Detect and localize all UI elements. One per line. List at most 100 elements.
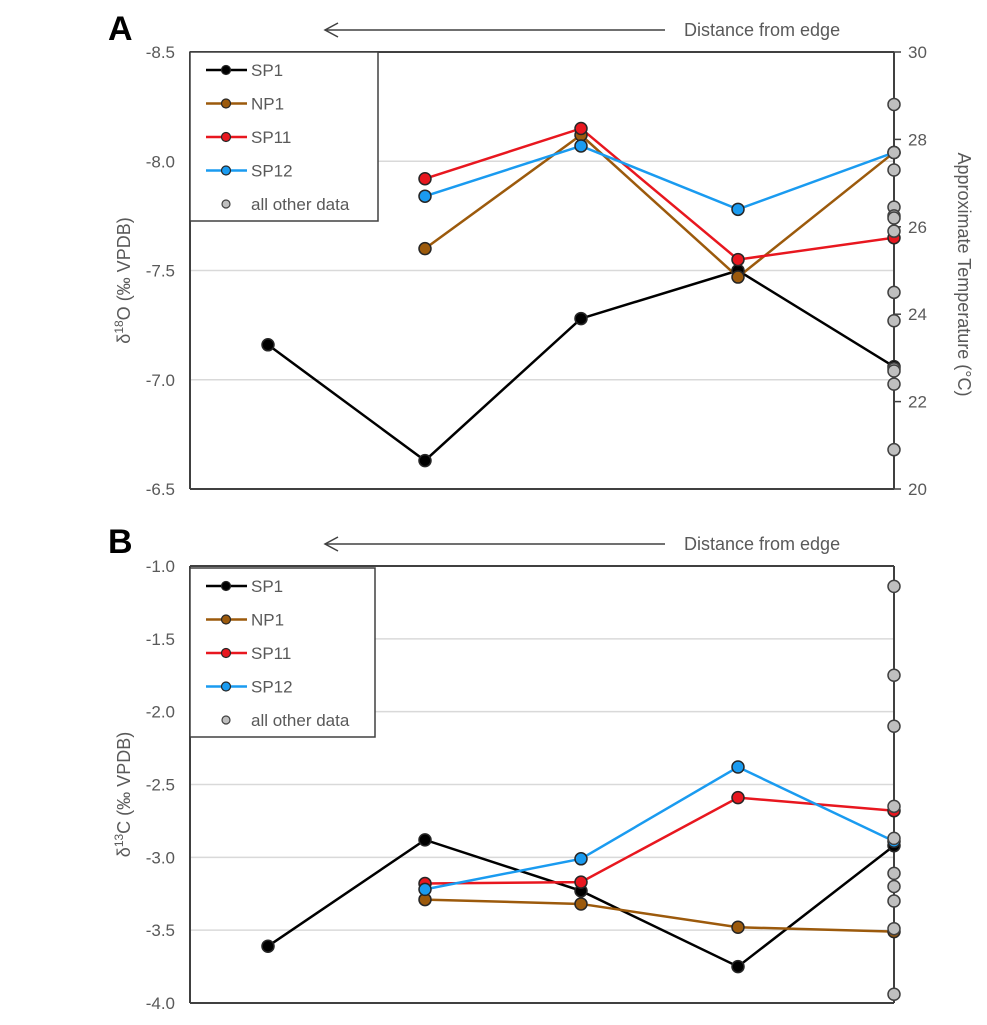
y-axis-title-suffix: C (‰ VPDB)	[114, 732, 134, 834]
y-tick-label: -1.5	[146, 630, 175, 649]
legend-marker	[220, 647, 232, 659]
data-point-sp11	[731, 252, 745, 267]
panel-label: B	[108, 523, 133, 561]
y-axis-title-prefix: δ	[114, 847, 134, 857]
data-point-other	[887, 921, 901, 936]
y-tick-label: -6.5	[146, 480, 175, 499]
data-point-sp12	[418, 189, 432, 203]
distance-annotation: Distance from edge	[684, 20, 840, 40]
distance-annotation: Distance from edge	[684, 534, 840, 554]
legend: SP1 NP1 SP11 SP12 all other data	[189, 567, 376, 738]
data-point-sp1	[261, 338, 275, 352]
data-point-sp11	[731, 790, 745, 805]
data-point-other	[887, 224, 901, 238]
data-point-other	[887, 668, 901, 682]
y2-tick-label: 20	[908, 480, 927, 499]
y-axis-title-suffix: O (‰ VPDB)	[114, 217, 134, 320]
y-tick-label: -8.5	[146, 43, 175, 62]
y-tick-label: -8.0	[146, 152, 175, 171]
legend-label: SP1	[251, 61, 283, 80]
legend-marker	[220, 681, 232, 692]
legend-label: NP1	[251, 95, 284, 114]
y-tick-label: -1.0	[146, 557, 175, 576]
data-point-np1	[574, 897, 588, 911]
y-tick-label: -2.5	[146, 776, 175, 795]
data-point-other	[887, 314, 901, 328]
y-tick-label: -3.0	[146, 848, 175, 867]
data-point-sp12	[574, 139, 588, 153]
legend-item-sp1: SP1	[206, 577, 283, 596]
data-point-sp1	[261, 939, 275, 953]
y2-axis-title: Approximate Temperature (°C)	[954, 153, 974, 397]
data-point-other	[887, 97, 901, 112]
data-point-other	[887, 145, 901, 160]
data-point-sp11	[418, 171, 432, 186]
y-tick-label: -7.0	[146, 371, 175, 390]
legend-item-sp11: SP11	[206, 128, 291, 147]
legend-item-sp12: SP12	[206, 162, 293, 181]
y-axis-title: δ18O (‰ VPDB)	[112, 217, 134, 343]
legend-item-np1: NP1	[206, 95, 284, 114]
legend-marker	[220, 64, 232, 76]
arrow-left-icon	[323, 22, 339, 38]
y-tick-label: -2.0	[146, 703, 175, 722]
legend-label: SP12	[251, 678, 293, 697]
legend-item-sp12: SP12	[206, 678, 293, 697]
data-point-sp1	[574, 311, 588, 326]
data-point-np1	[731, 270, 745, 284]
data-point-sp1	[731, 959, 745, 974]
series-line-sp12	[424, 144, 895, 211]
data-point-other	[887, 163, 901, 177]
data-point-sp12	[418, 882, 432, 897]
panel-b: -1.0 -1.5 -2.0 -2.5 -3.0 -3.5 -4.0 δ13C (‰ VPDB…	[108, 523, 901, 1013]
legend-item-other: all other data	[221, 711, 350, 730]
y-tick-label: -3.5	[146, 921, 175, 940]
legend-label: SP12	[251, 162, 293, 181]
data-point-sp11	[574, 121, 588, 136]
y-axis-title-prefix: δ	[114, 334, 134, 344]
legend-marker	[220, 98, 232, 109]
data-point-np1	[731, 920, 745, 935]
data-point-sp12	[731, 760, 745, 774]
data-point-other	[887, 879, 901, 894]
data-point-other	[887, 364, 901, 378]
legend-label: NP1	[251, 611, 284, 630]
data-point-other	[887, 987, 901, 1002]
legend-label: SP11	[251, 644, 291, 663]
y-axis-title-superscript: 13	[112, 833, 126, 847]
data-point-other	[887, 799, 901, 814]
data-point-other	[887, 579, 901, 594]
legend-item-np1: NP1	[206, 611, 284, 630]
data-point-other	[887, 285, 901, 300]
legend-item-sp1: SP1	[206, 61, 283, 80]
legend: SP1 NP1 SP11 SP12 all other data	[189, 51, 379, 222]
legend-marker	[220, 131, 232, 143]
y-tick-label: -7.5	[146, 262, 175, 281]
data-point-sp11	[574, 875, 588, 889]
data-point-other	[887, 211, 901, 225]
data-point-other	[887, 866, 901, 881]
y2-tick-label: 30	[908, 43, 927, 62]
series-line-sp11	[424, 796, 895, 885]
legend-label: all other data	[251, 195, 350, 214]
series-line-np1	[424, 898, 895, 933]
data-point-sp1	[418, 833, 432, 847]
data-point-sp1	[418, 453, 432, 468]
arrow-left-icon	[323, 536, 339, 552]
y2-tick-label: 26	[908, 218, 927, 237]
data-point-sp12	[574, 852, 588, 866]
panel-label: A	[108, 10, 133, 48]
y2-tick-label: 28	[908, 130, 927, 149]
series-line-sp11	[424, 127, 895, 261]
y-tick-label: -4.0	[146, 994, 175, 1013]
legend-item-sp11: SP11	[206, 644, 291, 663]
data-point-other	[887, 377, 901, 391]
series-line-np1	[424, 133, 895, 279]
data-point-other	[887, 442, 901, 457]
data-point-sp12	[731, 202, 745, 217]
series-line-sp12	[424, 765, 895, 891]
legend-marker	[221, 199, 231, 209]
legend-label: SP1	[251, 577, 283, 596]
data-point-other	[887, 831, 901, 846]
